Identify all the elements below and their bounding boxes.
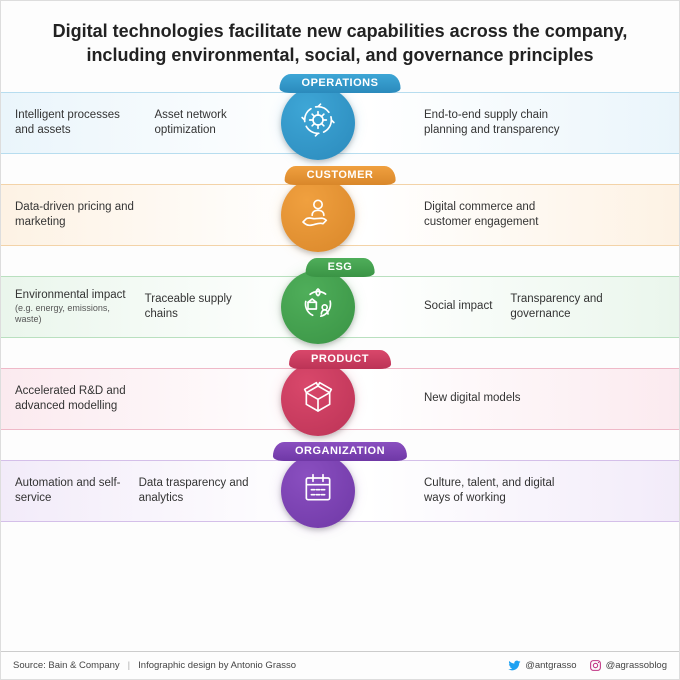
category-circle (281, 270, 355, 344)
twitter-icon (508, 659, 521, 672)
page-title: Digital technologies facilitate new capa… (1, 1, 679, 78)
capability-item: Accelerated R&D and advanced modelling (15, 384, 155, 413)
footer: Source: Bain & Company | Infographic des… (1, 651, 679, 679)
row-operations: OPERATIONSIntelligent processes and asse… (1, 92, 679, 154)
capability-text: Transparency and governance (510, 293, 602, 319)
capability-item: New digital models (424, 391, 521, 405)
capability-item: Digital commerce and customer engagement (424, 200, 564, 229)
center-gap (270, 460, 366, 522)
category-tab: PRODUCT (289, 350, 391, 369)
band-left: Accelerated R&D and advanced modelling (1, 369, 270, 429)
band: Automation and self-service Data traspare… (1, 460, 679, 522)
capability-text: Social impact (424, 300, 492, 312)
rows-container: OPERATIONSIntelligent processes and asse… (1, 92, 679, 592)
band: Intelligent processes and assets Asset ne… (1, 92, 679, 154)
calendar-icon (298, 468, 338, 513)
capability-subtext: (e.g. energy, emissions, waste) (15, 303, 127, 326)
band-right: Digital commerce and customer engagement (366, 185, 679, 245)
esg-icon (298, 284, 338, 329)
instagram-icon (589, 659, 602, 672)
category-tab: CUSTOMER (285, 166, 396, 185)
capability-text: Data trasparency and analytics (139, 477, 249, 503)
band-left: Automation and self-service Data traspare… (1, 461, 270, 521)
band-right: End-to-end supply chain planning and tra… (366, 93, 679, 153)
gear-cycle-icon (298, 100, 338, 145)
capability-text: Traceable supply chains (145, 293, 232, 319)
capability-item: Social impact (424, 299, 492, 313)
capability-item: Traceable supply chains (145, 292, 256, 321)
row-product: PRODUCTAccelerated R&D and advanced mode… (1, 368, 679, 430)
band-right: Social impact Transparency and governance (366, 277, 679, 337)
band: Accelerated R&D and advanced modelling Ne… (1, 368, 679, 430)
category-circle (281, 454, 355, 528)
band-right: New digital models (366, 369, 679, 429)
row-esg: ESGEnvironmental impact(e.g. energy, emi… (1, 276, 679, 338)
capability-item: Intelligent processes and assets (15, 108, 136, 137)
capability-item: Transparency and governance (510, 292, 650, 321)
capability-text: Data-driven pricing and marketing (15, 201, 134, 227)
band-right: Culture, talent, and digital ways of wor… (366, 461, 679, 521)
capability-text: Intelligent processes and assets (15, 109, 120, 135)
footer-separator: | (128, 660, 130, 671)
center-gap (270, 368, 366, 430)
capability-item: Asset network optimization (154, 108, 256, 137)
band: Data-driven pricing and marketing Digital… (1, 184, 679, 246)
capability-text: Automation and self-service (15, 477, 120, 503)
capability-item: Environmental impact (e.g. energy, emissi… (15, 288, 127, 325)
category-circle (281, 86, 355, 160)
row-organization: ORGANIZATIONAutomation and self-serviceD… (1, 460, 679, 522)
category-tab: ORGANIZATION (273, 442, 407, 461)
capability-item: Culture, talent, and digital ways of wor… (424, 476, 564, 505)
footer-credit: Infographic design by Antonio Grasso (138, 660, 296, 671)
capability-item: Data trasparency and analytics (139, 476, 256, 505)
category-tab: OPERATIONS (280, 74, 401, 93)
capability-text: Environmental impact (15, 289, 126, 301)
twitter-handle: @antgrasso (508, 659, 576, 672)
capability-item: Data-driven pricing and marketing (15, 200, 155, 229)
footer-source: Source: Bain & Company (13, 660, 120, 671)
capability-text: End-to-end supply chain planning and tra… (424, 109, 560, 135)
capability-item: End-to-end supply chain planning and tra… (424, 108, 564, 137)
row-customer: CUSTOMERData-driven pricing and marketin… (1, 184, 679, 246)
band: Environmental impact (e.g. energy, emissi… (1, 276, 679, 338)
category-tab: ESG (306, 258, 375, 277)
category-circle (281, 178, 355, 252)
band-left: Data-driven pricing and marketing (1, 185, 270, 245)
capability-text: Accelerated R&D and advanced modelling (15, 385, 126, 411)
box-icon (298, 376, 338, 421)
band-left: Environmental impact (e.g. energy, emissi… (1, 277, 270, 337)
customer-icon (298, 192, 338, 237)
capability-text: Asset network optimization (154, 109, 226, 135)
capability-item: Automation and self-service (15, 476, 121, 505)
capability-text: New digital models (424, 392, 521, 404)
instagram-handle: @agrassoblog (589, 659, 667, 672)
center-gap (270, 92, 366, 154)
category-circle (281, 362, 355, 436)
center-gap (270, 276, 366, 338)
capability-text: Culture, talent, and digital ways of wor… (424, 477, 554, 503)
center-gap (270, 184, 366, 246)
capability-text: Digital commerce and customer engagement (424, 201, 538, 227)
band-left: Intelligent processes and assets Asset ne… (1, 93, 270, 153)
